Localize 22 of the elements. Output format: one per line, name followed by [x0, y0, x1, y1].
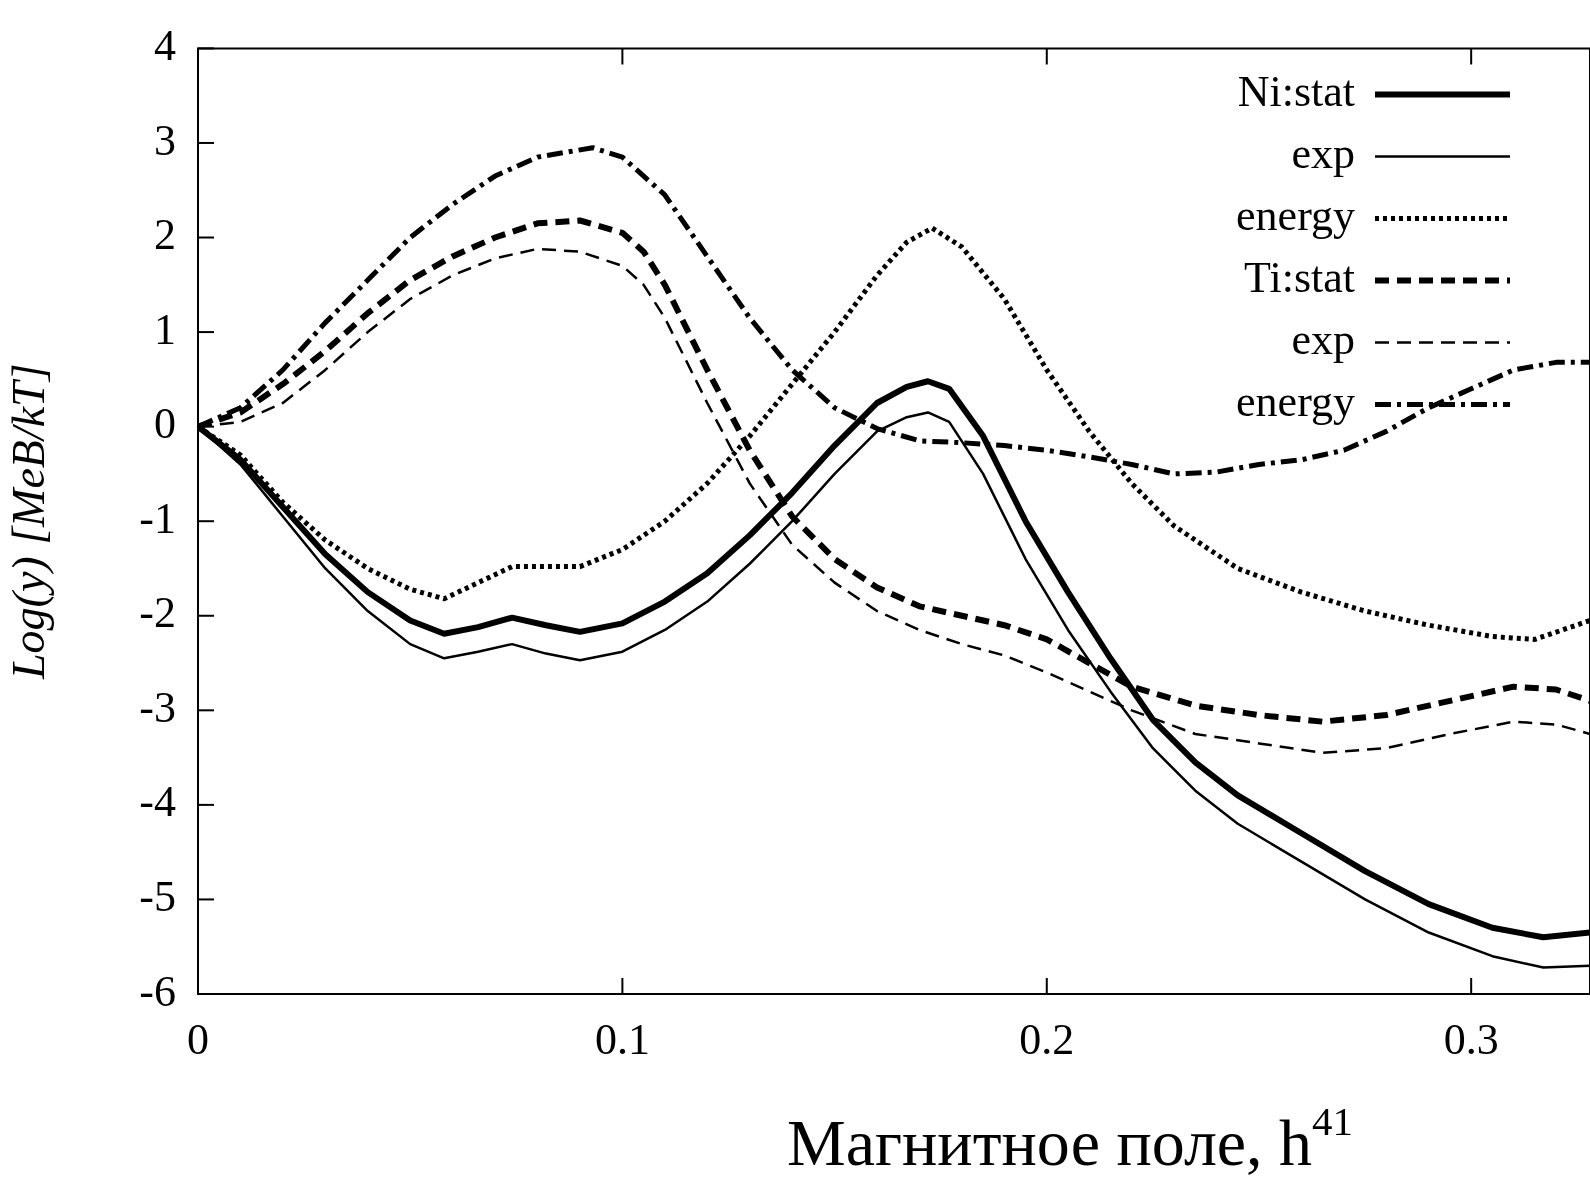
y-tick-label: -4 [139, 777, 176, 827]
legend-label: Ti:stat [1244, 252, 1355, 302]
legend-label: energy [1236, 190, 1355, 240]
x-tick-label: 0.1 [594, 1014, 650, 1064]
y-tick-label: 3 [154, 115, 176, 165]
x-tick-label: 0.3 [1443, 1014, 1499, 1064]
x-tick-label: 0 [187, 1014, 209, 1064]
legend-label: exp [1291, 128, 1355, 178]
x-tick-label: 0.2 [1019, 1014, 1075, 1064]
y-tick-label: 1 [154, 304, 176, 354]
y-tick-label: 2 [154, 210, 176, 260]
y-tick-label: -1 [139, 493, 176, 543]
y-tick-label: -5 [139, 872, 176, 921]
legend-label: exp [1291, 314, 1355, 364]
y-tick-label: -3 [139, 682, 176, 732]
legend-label: energy [1236, 376, 1355, 426]
y-tick-label: 4 [154, 20, 176, 70]
legend-label: Ni:stat [1237, 66, 1355, 116]
y-tick-label: -6 [139, 966, 176, 1016]
y-tick-label: 0 [154, 399, 176, 449]
y-axis-title: Log(y) [MeB/kT] [2, 363, 54, 680]
y-tick-label: -2 [139, 588, 176, 638]
